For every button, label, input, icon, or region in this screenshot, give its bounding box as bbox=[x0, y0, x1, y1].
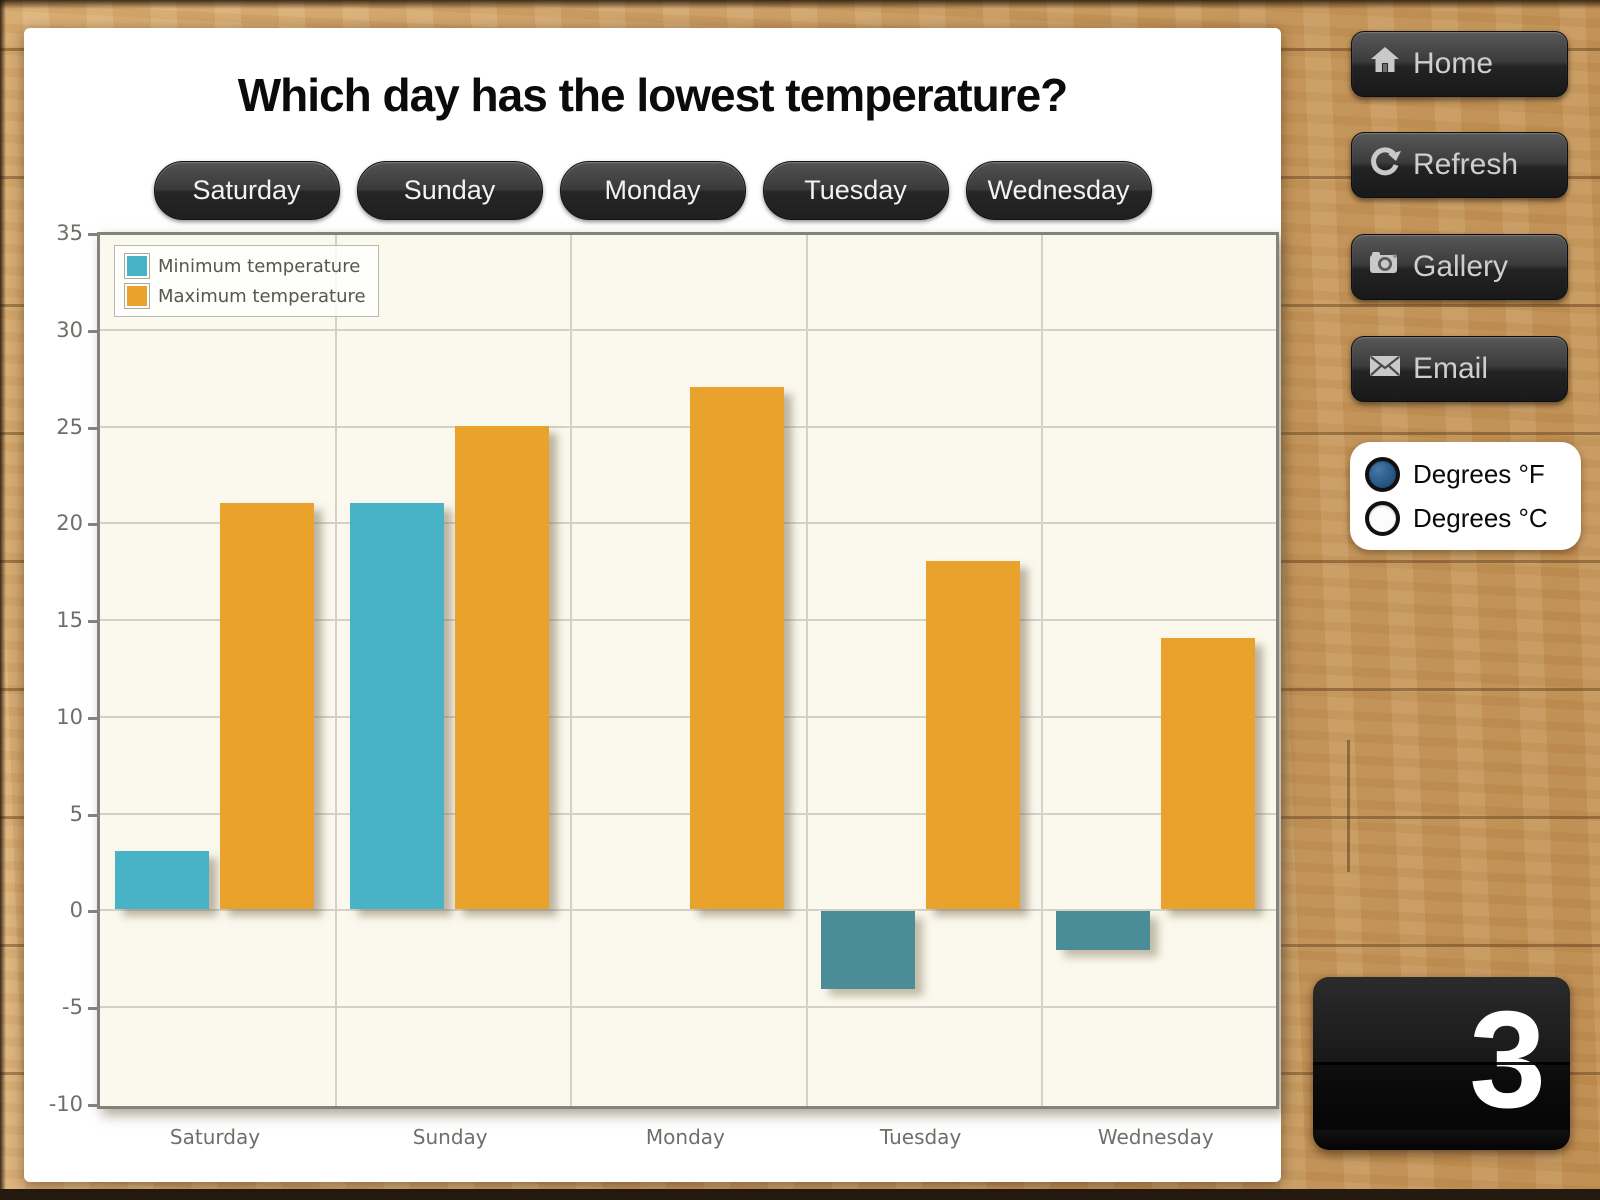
legend-item: Maximum temperature bbox=[124, 283, 366, 309]
counter-bottom-flap bbox=[1313, 1063, 1570, 1150]
email-button[interactable]: Email bbox=[1351, 336, 1568, 402]
min-temp-bar-saturday bbox=[115, 851, 209, 910]
y-axis-tick-label: 30 bbox=[56, 317, 83, 342]
units-radio-group: Degrees °F Degrees °C bbox=[1350, 442, 1581, 550]
y-axis-tick bbox=[88, 1104, 98, 1107]
legend-item: Minimum temperature bbox=[124, 253, 366, 279]
refresh-button[interactable]: Refresh bbox=[1351, 132, 1568, 198]
gridline bbox=[1040, 235, 1043, 1106]
y-axis-tick-label: 20 bbox=[56, 511, 83, 536]
y-axis-tick-label: -10 bbox=[48, 1092, 83, 1116]
y-axis-tick bbox=[88, 620, 98, 624]
max-temp-bar-monday bbox=[690, 386, 785, 910]
y-axis-tick bbox=[88, 329, 98, 333]
gridline bbox=[100, 619, 1276, 622]
answer-button-row: Saturday Sunday Monday Tuesday Wednesday bbox=[24, 161, 1281, 220]
y-axis-tick bbox=[88, 426, 98, 430]
gridline bbox=[805, 235, 808, 1106]
sidebar-button-label: Refresh bbox=[1413, 148, 1519, 181]
sidebar-button-label: Home bbox=[1413, 47, 1494, 80]
question-card: Which day has the lowest temperature? Sa… bbox=[24, 28, 1281, 1182]
counter-top-flap bbox=[1313, 977, 1570, 1064]
min-temp-bar-tuesday bbox=[820, 911, 915, 989]
gridline bbox=[100, 425, 1276, 428]
radio-label-c: Degrees °C bbox=[1413, 502, 1548, 533]
y-axis-tick bbox=[88, 910, 98, 914]
home-icon bbox=[1368, 43, 1402, 85]
answer-button-saturday[interactable]: Saturday bbox=[153, 161, 340, 220]
camera-icon bbox=[1368, 246, 1402, 288]
radio-circle-c[interactable] bbox=[1365, 500, 1400, 536]
answer-button-tuesday[interactable]: Tuesday bbox=[762, 161, 949, 220]
sidebar-button-label: Gallery bbox=[1413, 250, 1509, 283]
question-title: Which day has the lowest temperature? bbox=[237, 69, 1069, 121]
gridline bbox=[100, 715, 1276, 718]
gridline bbox=[100, 812, 1276, 815]
gridline bbox=[100, 909, 1276, 912]
y-axis-tick-label: 0 bbox=[69, 898, 83, 923]
y-axis-tick-label: 5 bbox=[69, 801, 83, 826]
y-axis-tick bbox=[88, 1007, 98, 1011]
gridline bbox=[100, 328, 1276, 331]
screen-edge-left bbox=[0, 0, 6, 1200]
refresh-icon bbox=[1368, 144, 1402, 186]
x-axis-label: Wednesday bbox=[1097, 1125, 1214, 1149]
answer-button-wednesday[interactable]: Wednesday bbox=[965, 161, 1152, 220]
degrees-f-radio[interactable]: Degrees °F bbox=[1365, 456, 1581, 492]
x-axis-label: Tuesday bbox=[879, 1125, 962, 1149]
max-temp-bar-wednesday bbox=[1160, 638, 1255, 910]
gridline bbox=[570, 235, 573, 1106]
legend-label: Minimum temperature bbox=[158, 255, 361, 277]
answer-button-sunday[interactable]: Sunday bbox=[356, 161, 543, 220]
legend-swatch bbox=[124, 283, 150, 309]
score-value: 3 bbox=[1469, 983, 1546, 1137]
max-temp-bar-sunday bbox=[455, 425, 550, 910]
min-temp-bar-sunday bbox=[350, 502, 445, 910]
y-axis-tick-label: -5 bbox=[62, 995, 83, 1020]
x-axis-label: Monday bbox=[645, 1125, 725, 1149]
screen-edge-top bbox=[0, 0, 1600, 9]
y-axis-tick bbox=[88, 813, 98, 817]
x-axis-label: Saturday bbox=[169, 1125, 261, 1149]
home-button[interactable]: Home bbox=[1351, 31, 1568, 97]
legend-label: Maximum temperature bbox=[158, 285, 366, 307]
gridline bbox=[100, 522, 1276, 525]
gallery-button[interactable]: Gallery bbox=[1351, 234, 1568, 300]
chart-legend: Minimum temperature Maximum temperature bbox=[114, 245, 379, 317]
wood-seam bbox=[1347, 740, 1350, 872]
answer-button-monday[interactable]: Monday bbox=[559, 161, 746, 220]
degrees-c-radio[interactable]: Degrees °C bbox=[1365, 500, 1581, 536]
gridline bbox=[100, 1006, 1276, 1009]
x-axis-label: Sunday bbox=[412, 1125, 488, 1149]
max-temp-bar-saturday bbox=[220, 502, 314, 910]
radio-label-f: Degrees °F bbox=[1413, 458, 1545, 489]
min-temp-bar-wednesday bbox=[1055, 911, 1150, 951]
max-temp-bar-tuesday bbox=[925, 561, 1020, 910]
email-icon bbox=[1368, 348, 1402, 390]
gridline bbox=[335, 235, 338, 1106]
y-axis-tick-label: 10 bbox=[56, 704, 83, 729]
y-axis-tick bbox=[88, 523, 98, 527]
y-axis-tick bbox=[88, 233, 98, 236]
y-axis-tick-label: 15 bbox=[56, 608, 83, 633]
y-axis-tick-label: 25 bbox=[56, 414, 83, 439]
screen-edge-bottom bbox=[0, 1189, 1600, 1200]
y-axis-tick-label: 35 bbox=[56, 221, 83, 245]
radio-circle-f-selected[interactable] bbox=[1365, 456, 1400, 492]
sidebar-button-label: Email bbox=[1413, 352, 1489, 385]
y-axis-tick bbox=[88, 716, 98, 720]
score-counter: 3 bbox=[1313, 977, 1570, 1150]
counter-split-line bbox=[1313, 1061, 1570, 1065]
legend-swatch bbox=[124, 253, 150, 279]
